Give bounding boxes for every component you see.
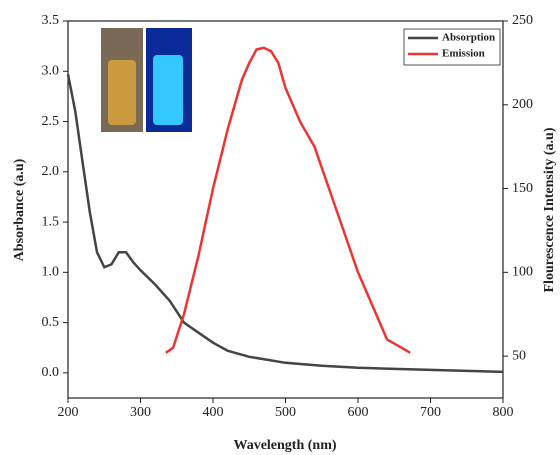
vial-liquid [108,60,136,125]
series-line [66,74,504,374]
vial-photos [101,28,192,132]
y2-axis-label: Flourescence Intensity (a.u) [542,127,557,292]
y2-tick-label: 150 [512,181,533,196]
y-tick-label: 3.5 [42,13,60,28]
vial-glow [153,55,183,125]
series-line [165,46,411,354]
legend [403,28,501,66]
x-tick-label: 800 [493,405,514,420]
x-tick-label: 700 [420,405,441,420]
y-tick-label: 0.5 [42,315,60,330]
y-tick-label: 1.5 [42,214,60,229]
y-tick-label: 1.0 [42,265,60,280]
y-tick-label: 0.0 [42,365,60,380]
x-tick-label: 400 [203,405,224,420]
x-tick-label: 300 [130,405,151,420]
y-tick-label: 2.0 [42,164,60,179]
x-tick-label: 500 [275,405,296,420]
x-tick-label: 200 [58,405,79,420]
y2-tick-label: 100 [512,265,533,280]
y-tick-label: 3.0 [42,63,60,78]
y-axis-label: Absorbance (a.u) [12,158,27,261]
y2-tick-label: 250 [512,13,533,28]
y2-tick-label: 50 [512,348,526,363]
y2-tick-label: 200 [512,97,533,112]
y-tick-label: 2.5 [42,114,60,129]
x-axis-label: Wavelength (nm) [233,438,336,453]
legend-label: Absorption [442,32,495,44]
legend-label: Emission [442,48,485,60]
x-tick-label: 600 [348,405,369,420]
